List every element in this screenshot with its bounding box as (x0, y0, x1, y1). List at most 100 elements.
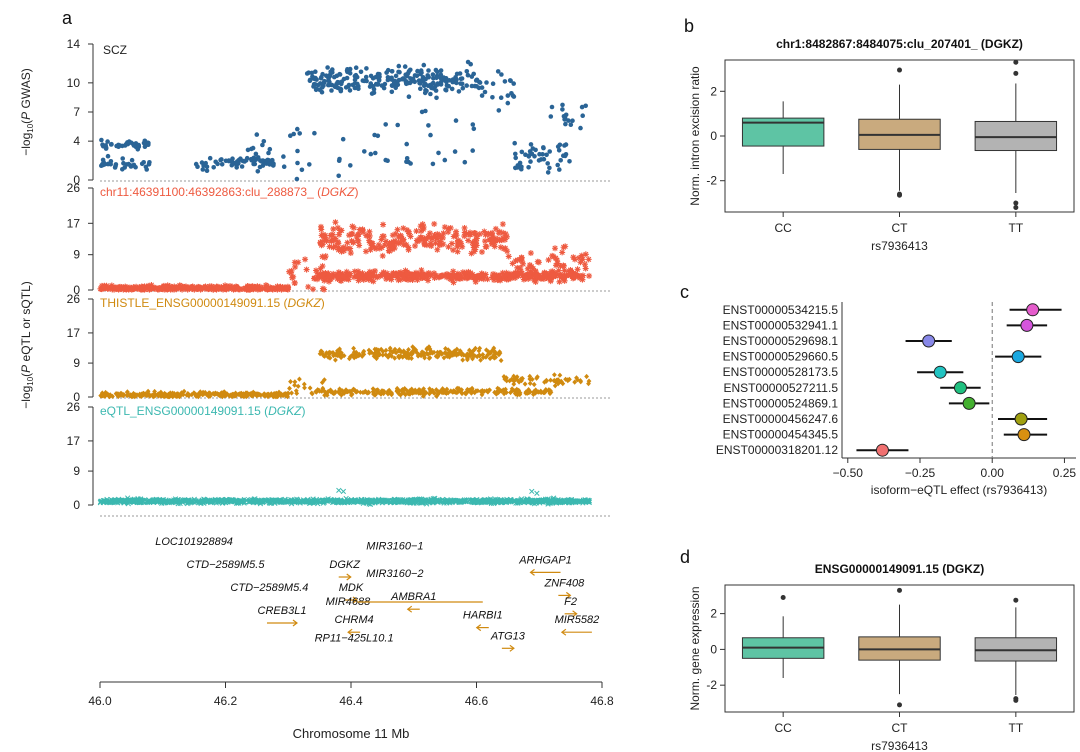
gene-label: ZNF408 (544, 577, 586, 589)
data-point (582, 251, 589, 258)
data-point (169, 393, 175, 399)
data-point (491, 345, 497, 351)
data-point (358, 69, 364, 75)
data-point (337, 86, 342, 91)
data-point (185, 498, 191, 504)
data-point (521, 275, 528, 282)
data-point (389, 242, 396, 249)
data-point (575, 499, 581, 505)
data-point (139, 393, 144, 399)
track-points (99, 59, 588, 182)
data-point (206, 283, 213, 290)
data-point (452, 149, 458, 154)
data-point (395, 122, 401, 128)
data-point (223, 286, 230, 293)
data-point (374, 274, 381, 281)
data-point (201, 163, 206, 168)
data-point (291, 259, 298, 266)
data-point (377, 273, 384, 280)
data-point (565, 497, 572, 503)
data-point (249, 283, 256, 290)
data-point (405, 244, 412, 251)
data-point (292, 263, 299, 270)
data-point (129, 393, 135, 399)
data-point (386, 248, 393, 255)
data-point (534, 375, 539, 381)
data-point (266, 150, 271, 156)
data-point (229, 283, 236, 290)
data-point (371, 498, 377, 505)
data-point (310, 74, 315, 79)
axis-title-part: ( (19, 120, 33, 124)
data-point (341, 247, 348, 254)
data-point (408, 161, 413, 166)
data-point (514, 374, 520, 380)
data-point (248, 391, 254, 397)
data-point (340, 136, 346, 142)
x-tick-label: TT (1008, 721, 1023, 735)
data-point (311, 275, 318, 282)
data-point (480, 276, 487, 283)
data-point (419, 389, 424, 395)
data-point (135, 285, 142, 292)
data-point (156, 285, 163, 292)
data-point (422, 273, 429, 280)
data-point (514, 257, 521, 264)
track-3: 0 9 17 26 eQTL_ENSG00000149091.15 (DGKZ) (67, 400, 612, 517)
data-point (516, 387, 522, 393)
data-point (305, 499, 311, 505)
data-point (185, 391, 191, 397)
data-point (425, 351, 431, 357)
data-point (252, 161, 258, 167)
data-point (290, 273, 297, 280)
data-point (453, 228, 460, 235)
data-point (534, 490, 540, 496)
data-point (443, 87, 449, 93)
data-point (560, 102, 565, 108)
data-point (409, 355, 414, 361)
data-point (136, 142, 141, 148)
data-point (277, 497, 283, 503)
data-point (325, 270, 332, 277)
data-point (336, 231, 343, 238)
data-point (218, 157, 223, 163)
data-point (551, 271, 558, 278)
forest-row: ENST00000527211.5 (723, 381, 981, 395)
data-point (253, 151, 259, 157)
data-point (353, 389, 359, 395)
data-point (563, 152, 569, 157)
data-point (499, 221, 506, 228)
data-point (445, 225, 452, 232)
data-point (527, 497, 533, 504)
data-point (203, 498, 209, 504)
data-point (133, 393, 139, 399)
x-axis-title: rs7936413 (871, 739, 928, 752)
track-2: 0 9 17 26 THISTLE_ENSG00000149091.15 (DGKZ) (67, 292, 612, 404)
data-point (509, 271, 516, 278)
data-point (266, 391, 271, 397)
data-point (365, 498, 372, 504)
data-point (471, 230, 478, 237)
data-point (441, 355, 447, 361)
data-point (369, 91, 375, 96)
data-point (147, 160, 152, 165)
data-point (318, 226, 325, 233)
data-point (523, 389, 529, 395)
data-point (241, 391, 246, 397)
y-tick-label: 26 (67, 400, 81, 414)
data-point (505, 93, 511, 98)
data-point (395, 240, 402, 247)
data-point (566, 268, 573, 275)
data-point (448, 276, 455, 283)
data-point (117, 143, 123, 148)
data-point (208, 499, 215, 505)
data-point (479, 93, 485, 98)
data-point (394, 226, 401, 233)
data-point (295, 259, 302, 266)
data-point (473, 232, 480, 239)
data-point (330, 225, 337, 232)
data-point (304, 499, 310, 505)
data-point (109, 141, 114, 147)
data-point (450, 389, 456, 395)
data-point (532, 498, 538, 505)
